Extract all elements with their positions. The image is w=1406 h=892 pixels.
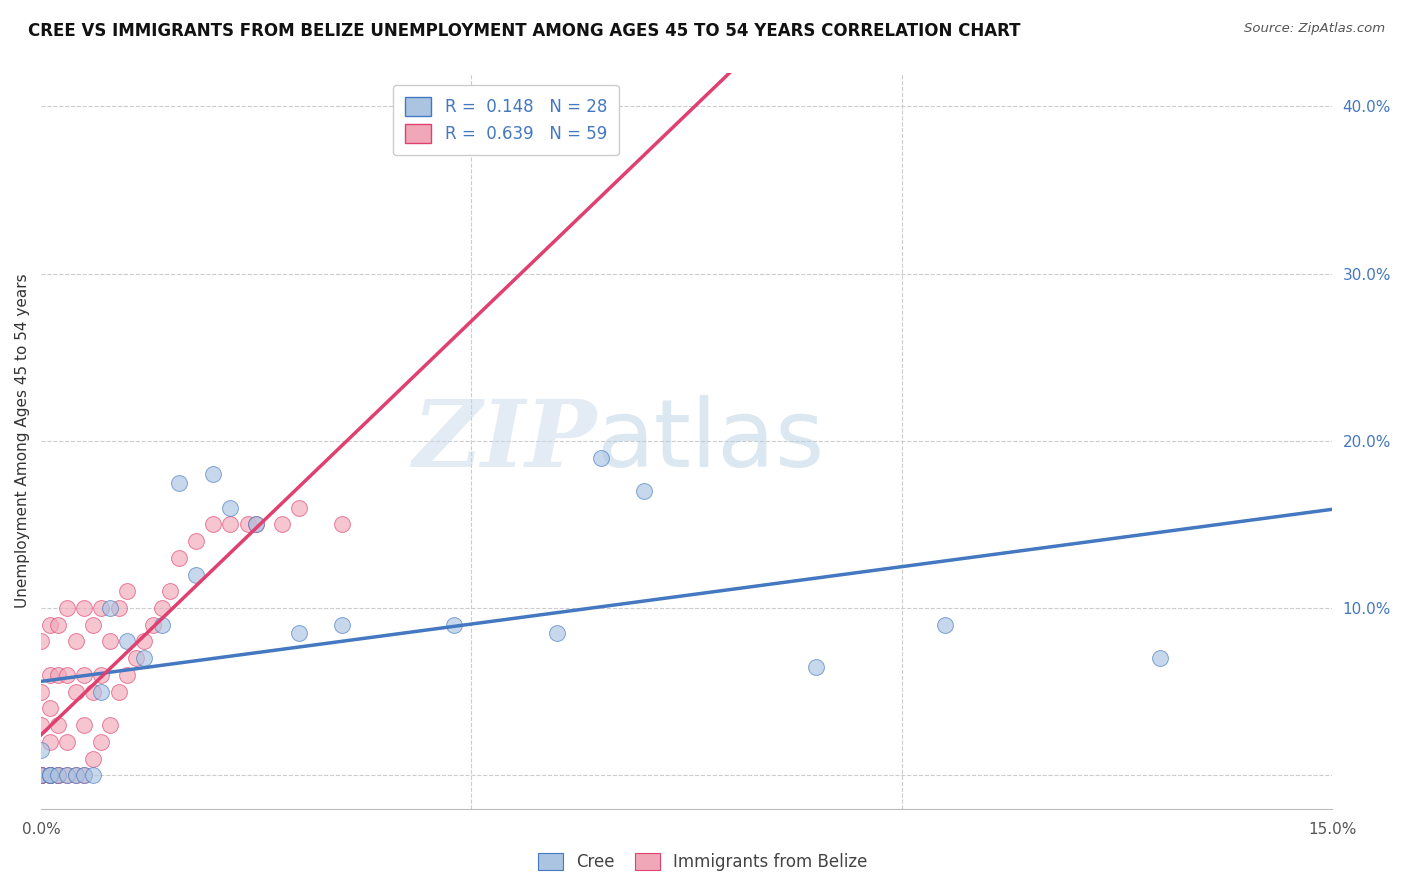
Point [125, 651, 148, 665]
Point [98, 634, 121, 648]
Point [46, 668, 69, 682]
Point [65, 684, 87, 698]
Point [330, 517, 353, 532]
Point [46, 718, 69, 732]
Point [134, 651, 156, 665]
Point [46, 768, 69, 782]
Point [73, 768, 96, 782]
Point [202, 517, 225, 532]
Point [167, 550, 190, 565]
Point [443, 617, 465, 632]
Point [46, 768, 69, 782]
Point [30, 768, 52, 782]
Point [90, 735, 112, 749]
Point [1149, 651, 1171, 665]
Point [73, 718, 96, 732]
Point [38, 768, 60, 782]
Point [46, 617, 69, 632]
Point [82, 751, 104, 765]
Point [202, 467, 225, 482]
Point [107, 684, 129, 698]
Legend: R =  0.148   N = 28, R =  0.639   N = 59: R = 0.148 N = 28, R = 0.639 N = 59 [394, 85, 619, 155]
Point [184, 567, 207, 582]
Point [38, 768, 60, 782]
Point [30, 768, 52, 782]
Text: CREE VS IMMIGRANTS FROM BELIZE UNEMPLOYMENT AMONG AGES 45 TO 54 YEARS CORRELATIO: CREE VS IMMIGRANTS FROM BELIZE UNEMPLOYM… [28, 22, 1021, 40]
Point [56, 768, 79, 782]
Point [330, 617, 353, 632]
Point [245, 517, 267, 532]
Point [30, 634, 52, 648]
Point [90, 668, 112, 682]
Point [150, 617, 173, 632]
Point [547, 626, 569, 640]
Point [82, 768, 104, 782]
Point [30, 768, 52, 782]
Point [30, 768, 52, 782]
Point [73, 668, 96, 682]
Point [236, 517, 259, 532]
Text: Source: ZipAtlas.com: Source: ZipAtlas.com [1244, 22, 1385, 36]
Point [56, 768, 79, 782]
Point [38, 735, 60, 749]
Point [73, 768, 96, 782]
Point [65, 634, 87, 648]
Legend: Cree, Immigrants from Belize: Cree, Immigrants from Belize [530, 845, 876, 880]
Point [30, 768, 52, 782]
Point [288, 626, 311, 640]
Point [82, 684, 104, 698]
Text: atlas: atlas [596, 395, 824, 487]
Point [38, 701, 60, 715]
Point [90, 601, 112, 615]
Point [30, 768, 52, 782]
Point [38, 668, 60, 682]
Point [98, 718, 121, 732]
Point [90, 684, 112, 698]
Point [115, 584, 138, 599]
Point [271, 517, 294, 532]
Point [142, 617, 165, 632]
Point [219, 500, 242, 515]
Y-axis label: Unemployment Among Ages 45 to 54 years: Unemployment Among Ages 45 to 54 years [15, 274, 30, 608]
Point [150, 601, 173, 615]
Point [98, 601, 121, 615]
Point [73, 601, 96, 615]
Point [134, 634, 156, 648]
Point [589, 450, 612, 465]
Point [82, 617, 104, 632]
Point [934, 617, 956, 632]
Point [288, 500, 311, 515]
Point [30, 743, 52, 757]
Point [804, 659, 827, 673]
Point [38, 768, 60, 782]
Point [65, 768, 87, 782]
Point [107, 601, 129, 615]
Point [56, 668, 79, 682]
Point [56, 601, 79, 615]
Point [115, 668, 138, 682]
Point [184, 534, 207, 549]
Point [65, 768, 87, 782]
Text: ZIP: ZIP [412, 396, 596, 486]
Point [30, 718, 52, 732]
Point [219, 517, 242, 532]
Point [38, 768, 60, 782]
Point [167, 475, 190, 490]
Point [30, 768, 52, 782]
Point [56, 735, 79, 749]
Point [46, 768, 69, 782]
Point [30, 768, 52, 782]
Point [115, 634, 138, 648]
Point [159, 584, 181, 599]
Point [633, 483, 655, 498]
Point [30, 684, 52, 698]
Point [38, 617, 60, 632]
Point [38, 768, 60, 782]
Point [245, 517, 267, 532]
